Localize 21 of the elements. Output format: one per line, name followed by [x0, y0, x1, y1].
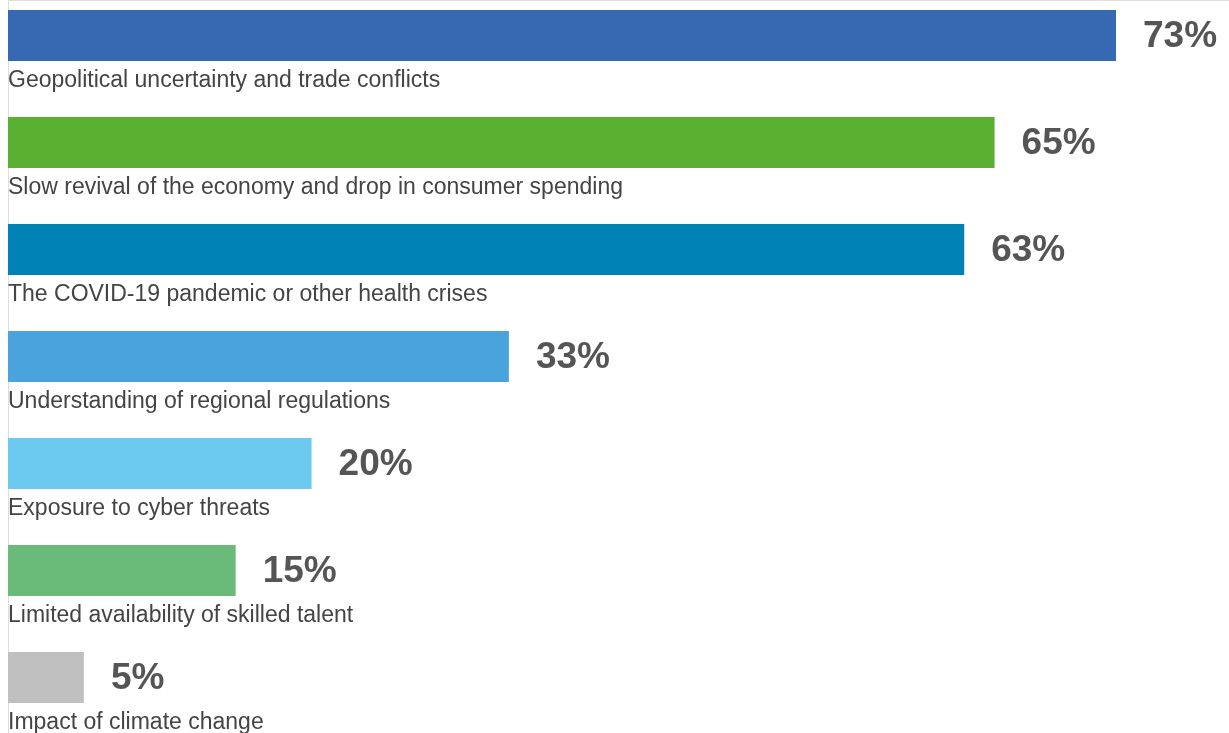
y-tick-label: Slow revival of the economy and drop in consumer spending	[8, 173, 623, 199]
y-tick-label: Impact of climate change	[8, 708, 264, 733]
data-label: 63%	[991, 227, 1066, 269]
y-tick-label: The COVID-19 pandemic or other health crises	[8, 280, 488, 306]
bar	[8, 224, 965, 275]
bar	[8, 438, 312, 489]
y-tick-label: Limited availability of skilled talent	[8, 601, 354, 627]
y-tick-label: Understanding of regional regulations	[8, 387, 391, 413]
data-label: 73%	[1143, 13, 1218, 55]
y-tick-label: Exposure to cyber threats	[8, 494, 271, 520]
bar	[8, 10, 1116, 61]
y-tick-label: Geopolitical uncertainty and trade conflicts	[8, 66, 441, 92]
data-label: 20%	[338, 441, 413, 483]
data-label: 5%	[110, 655, 165, 697]
bar	[8, 652, 84, 703]
bar	[8, 545, 236, 596]
data-label: 33%	[535, 334, 610, 376]
bar	[8, 117, 995, 168]
data-label: 65%	[1021, 120, 1096, 162]
bar	[8, 331, 509, 382]
data-label: 15%	[262, 548, 337, 590]
